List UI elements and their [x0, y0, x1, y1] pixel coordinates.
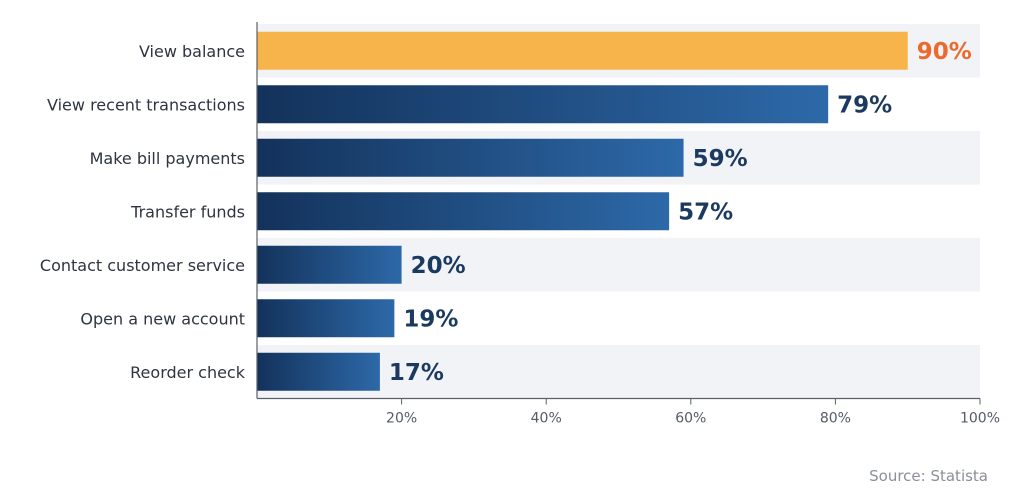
value-label: 19% — [403, 306, 458, 332]
bar-make-bill-payments — [257, 138, 684, 177]
bar-contact-customer-service — [257, 245, 402, 284]
x-tick-label: 20% — [386, 411, 417, 427]
category-label: Reorder check — [130, 363, 246, 382]
category-label: Make bill payments — [90, 149, 245, 168]
value-label: 90% — [917, 39, 972, 65]
bar-transfer-funds — [257, 192, 670, 231]
value-label: 57% — [678, 199, 733, 225]
bar-view-balance — [257, 31, 908, 70]
bar-open-a-new-account — [257, 299, 395, 338]
x-tick-label: 80% — [820, 411, 851, 427]
bar-view-recent-transactions — [257, 85, 829, 124]
x-tick-label: 60% — [675, 411, 706, 427]
category-label: Contact customer service — [40, 256, 245, 275]
value-label: 79% — [837, 92, 892, 118]
source-note: Source: Statista — [869, 467, 988, 485]
category-label: Transfer funds — [130, 202, 245, 221]
x-tick-label: 40% — [531, 411, 562, 427]
value-label: 59% — [693, 146, 748, 172]
category-label: View recent transactions — [47, 95, 245, 114]
category-label: View balance — [139, 42, 245, 61]
value-label: 17% — [389, 360, 444, 386]
bar-reorder-check — [257, 352, 380, 391]
category-label: Open a new account — [80, 309, 245, 328]
x-tick-label: 100% — [960, 411, 1000, 427]
value-label: 20% — [411, 253, 466, 279]
